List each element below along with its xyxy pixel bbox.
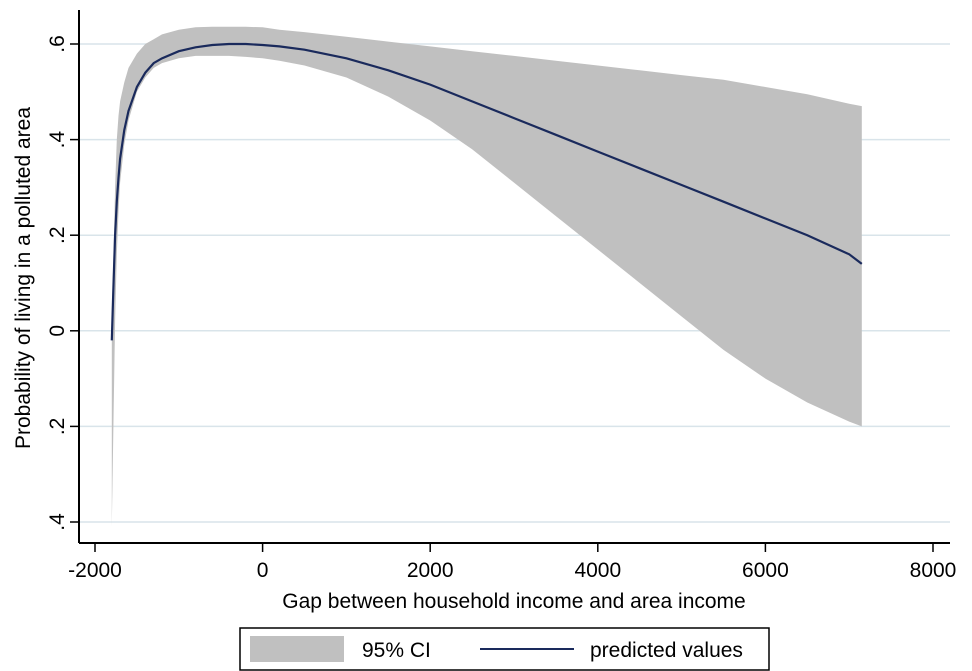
y-tick-label: .4	[46, 131, 69, 149]
ci-band-layer	[111, 26, 862, 527]
y-tick-label: 0	[46, 325, 69, 337]
predicted-line-layer	[110, 42, 863, 341]
x-tick-label: 0	[257, 559, 269, 582]
x-tick-label: 2000	[407, 559, 454, 582]
legend-label-predicted: predicted values	[590, 639, 743, 662]
ci-band	[111, 26, 862, 527]
predicted-values-line	[110, 42, 863, 341]
y-tick-label: .2	[46, 226, 69, 244]
y-tick-label: .4	[46, 513, 69, 531]
legend-label-ci: 95% CI	[362, 639, 431, 662]
legend: 95% CI predicted values	[239, 627, 770, 671]
y-tick-label: .6	[46, 35, 69, 53]
legend-swatch-ci	[250, 636, 344, 662]
x-tick-label: 4000	[574, 559, 621, 582]
x-tick-label: 6000	[742, 559, 789, 582]
y-tick-label: .2	[46, 418, 69, 436]
y-axis-title: Probability of living in a polluted area	[12, 107, 35, 449]
x-tick-label: -2000	[68, 559, 122, 582]
ticks: -2000 0 2000 4000 6000 8000 .4 .2 0 .2 .4 .6	[46, 35, 956, 582]
x-tick-label: 8000	[910, 559, 957, 582]
x-axis-title: Gap between household income and area in…	[282, 590, 745, 613]
gridlines	[79, 43, 950, 523]
axes	[78, 10, 950, 544]
